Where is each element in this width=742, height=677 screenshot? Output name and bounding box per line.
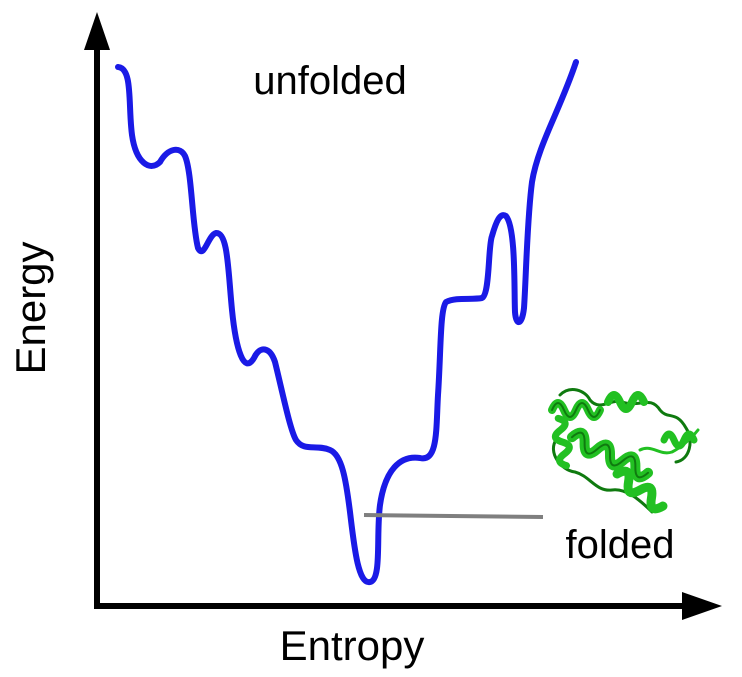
protein-ribbon-icon: [548, 388, 700, 514]
y-axis-label: Energy: [7, 241, 54, 374]
x-axis-label: Entropy: [280, 622, 425, 669]
folded-label: folded: [566, 523, 675, 567]
axes: [84, 12, 722, 620]
x-axis-arrowhead: [682, 592, 722, 620]
folded-pointer-line: [363, 513, 544, 519]
unfolded-label: unfolded: [253, 59, 406, 103]
y-axis-arrowhead: [84, 12, 110, 50]
energy-funnel-curve: [115, 59, 579, 585]
